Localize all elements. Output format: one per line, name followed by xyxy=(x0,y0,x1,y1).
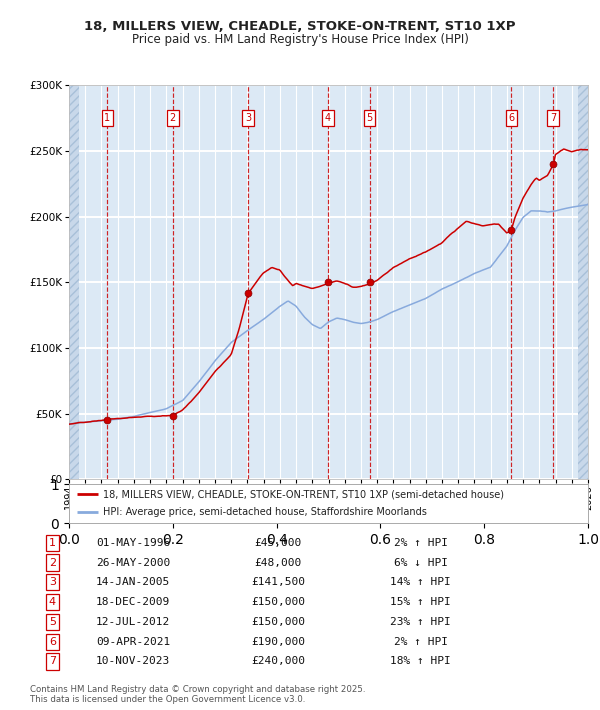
Text: 7: 7 xyxy=(550,113,556,123)
Text: 09-APR-2021: 09-APR-2021 xyxy=(96,637,170,647)
Text: 26-MAY-2000: 26-MAY-2000 xyxy=(96,557,170,567)
Text: 2: 2 xyxy=(49,557,56,567)
Text: 1: 1 xyxy=(49,537,56,548)
Text: £141,500: £141,500 xyxy=(251,577,305,587)
Text: 1: 1 xyxy=(104,113,110,123)
Text: Price paid vs. HM Land Registry's House Price Index (HPI): Price paid vs. HM Land Registry's House … xyxy=(131,33,469,45)
Text: £48,000: £48,000 xyxy=(254,557,302,567)
Text: 6: 6 xyxy=(508,113,514,123)
Text: 5: 5 xyxy=(49,617,56,627)
Text: 4: 4 xyxy=(49,597,56,607)
Text: 14-JAN-2005: 14-JAN-2005 xyxy=(96,577,170,587)
Text: £240,000: £240,000 xyxy=(251,657,305,667)
Text: 18, MILLERS VIEW, CHEADLE, STOKE-ON-TRENT, ST10 1XP (semi-detached house): 18, MILLERS VIEW, CHEADLE, STOKE-ON-TREN… xyxy=(103,489,504,499)
Text: 12-JUL-2012: 12-JUL-2012 xyxy=(96,617,170,627)
Text: 18-DEC-2009: 18-DEC-2009 xyxy=(96,597,170,607)
Text: 10-NOV-2023: 10-NOV-2023 xyxy=(96,657,170,667)
Text: 5: 5 xyxy=(367,113,373,123)
Text: 2% ↑ HPI: 2% ↑ HPI xyxy=(394,637,448,647)
Text: 23% ↑ HPI: 23% ↑ HPI xyxy=(390,617,451,627)
Text: 3: 3 xyxy=(49,577,56,587)
Text: 6: 6 xyxy=(49,637,56,647)
Bar xyxy=(578,85,588,479)
Text: Contains HM Land Registry data © Crown copyright and database right 2025.
This d: Contains HM Land Registry data © Crown c… xyxy=(30,684,365,704)
Text: 2% ↑ HPI: 2% ↑ HPI xyxy=(394,537,448,548)
Text: 15% ↑ HPI: 15% ↑ HPI xyxy=(390,597,451,607)
Text: 3: 3 xyxy=(245,113,251,123)
Text: 2: 2 xyxy=(170,113,176,123)
Text: HPI: Average price, semi-detached house, Staffordshire Moorlands: HPI: Average price, semi-detached house,… xyxy=(103,508,427,518)
Text: 7: 7 xyxy=(49,657,56,667)
Text: 6% ↓ HPI: 6% ↓ HPI xyxy=(394,557,448,567)
Text: £150,000: £150,000 xyxy=(251,597,305,607)
Text: £150,000: £150,000 xyxy=(251,617,305,627)
Text: 18, MILLERS VIEW, CHEADLE, STOKE-ON-TRENT, ST10 1XP: 18, MILLERS VIEW, CHEADLE, STOKE-ON-TREN… xyxy=(84,20,516,33)
Text: 4: 4 xyxy=(325,113,331,123)
Text: 18% ↑ HPI: 18% ↑ HPI xyxy=(390,657,451,667)
Text: £190,000: £190,000 xyxy=(251,637,305,647)
Text: £45,000: £45,000 xyxy=(254,537,302,548)
Text: 01-MAY-1996: 01-MAY-1996 xyxy=(96,537,170,548)
Bar xyxy=(69,85,79,479)
Text: 14% ↑ HPI: 14% ↑ HPI xyxy=(390,577,451,587)
